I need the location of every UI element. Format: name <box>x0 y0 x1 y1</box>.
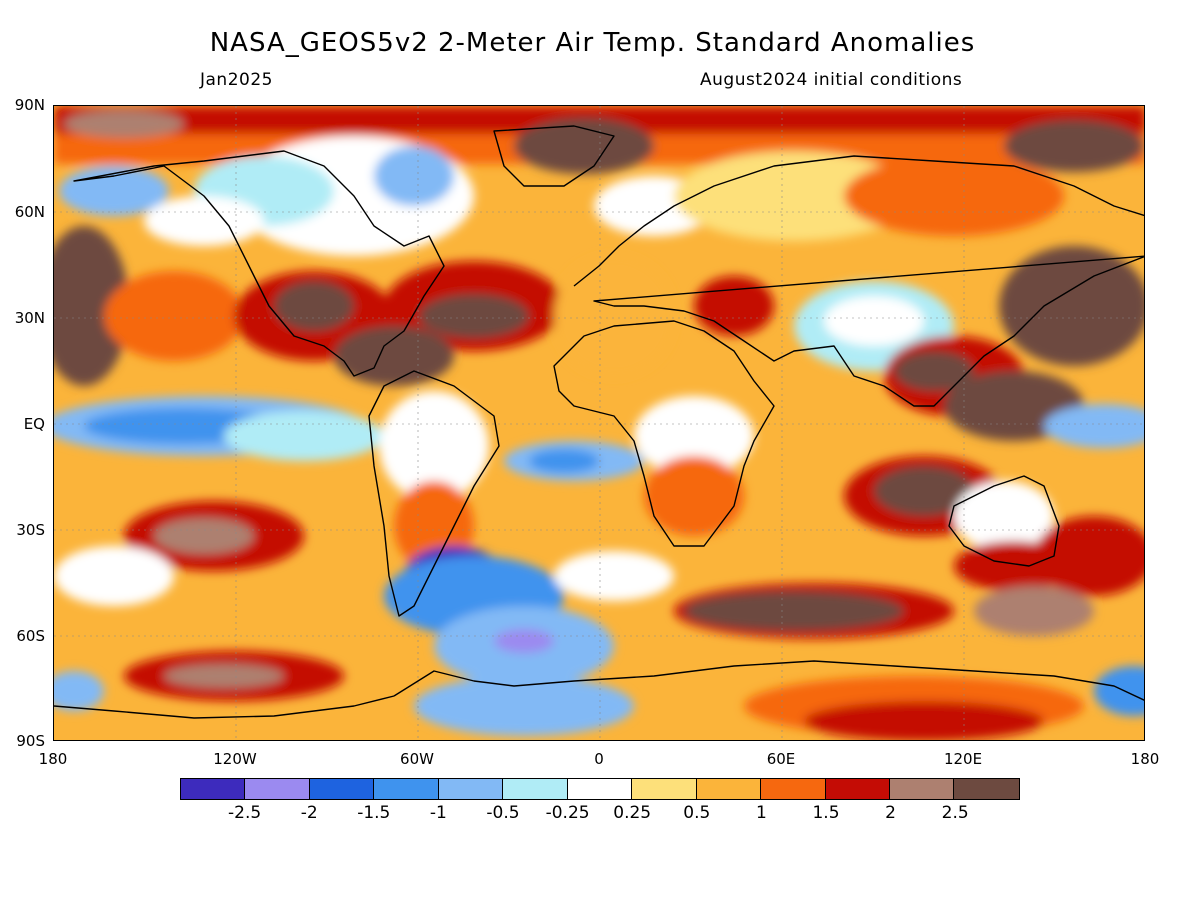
lon-label-180w: 180 <box>38 750 68 768</box>
anomaly-map <box>53 105 1145 741</box>
lon-label-120e: 120E <box>943 750 983 768</box>
colorbar-swatch <box>438 779 504 799</box>
antarctica-coast <box>54 660 1144 719</box>
init-conditions-label: August2024 initial conditions <box>700 70 963 90</box>
lat-label-60s: 60S <box>16 627 45 645</box>
colorbar-swatch <box>954 779 1019 799</box>
colorbar-swatch <box>181 779 246 799</box>
colorbar-swatch <box>825 779 890 799</box>
africa-coast <box>553 320 775 547</box>
colorbar <box>180 778 1020 800</box>
colorbar-tick-label: -0.5 <box>486 803 520 823</box>
lat-label-60n: 60N <box>14 203 45 221</box>
colorbar-tick-label: 1 <box>755 803 767 823</box>
lat-label-90n: 90N <box>14 96 45 114</box>
colorbar-swatch <box>632 779 697 799</box>
colorbar-tick-label: -2.5 <box>228 803 262 823</box>
south-america-coast <box>368 370 500 617</box>
colorbar-swatch <box>503 779 568 799</box>
lon-label-180e: 180 <box>1130 750 1160 768</box>
greenland-coast <box>493 125 615 187</box>
colorbar-swatch <box>309 779 375 799</box>
lon-label-60e: 60E <box>766 750 796 768</box>
lon-label-60w: 60W <box>400 750 434 768</box>
anomaly-field <box>54 106 1144 740</box>
lat-label-eq: EQ <box>23 415 45 433</box>
lon-label-0: 0 <box>594 750 604 768</box>
chart-title: NASA_GEOS5v2 2-Meter Air Temp. Standard … <box>209 28 976 58</box>
anomaly-map-svg <box>54 106 1144 740</box>
colorbar-swatch <box>889 779 955 799</box>
colorbar-swatch <box>696 779 762 799</box>
lat-label-90s: 90S <box>16 732 45 750</box>
colorbar-swatch <box>245 779 310 799</box>
europe-asia-coast <box>573 155 1144 407</box>
colorbar-tick-label: 2.5 <box>941 803 969 823</box>
colorbar-swatch <box>761 779 826 799</box>
colorbar-tick-label: -1.5 <box>357 803 391 823</box>
colorbar-tick-label: 0.5 <box>683 803 711 823</box>
colorbar-swatch <box>374 779 439 799</box>
colorbar-tick-label: 0.25 <box>613 803 652 823</box>
colorbar-tick-label: 2 <box>885 803 896 823</box>
colorbar-tick-label: 1.5 <box>812 803 840 823</box>
colorbar-tick-label: -1 <box>429 803 447 823</box>
coastlines <box>54 125 1144 719</box>
valid-month-label: Jan2025 <box>200 70 273 90</box>
lon-label-120w: 120W <box>213 750 257 768</box>
colorbar-swatch <box>567 779 633 799</box>
colorbar-tick-label: -0.25 <box>545 803 590 823</box>
graticule <box>54 106 1144 740</box>
colorbar-tick-label: -2 <box>300 803 318 823</box>
australia-coast <box>948 475 1060 567</box>
north-america-coast <box>73 150 445 377</box>
lat-label-30s: 30S <box>16 521 45 539</box>
lat-label-30n: 30N <box>14 309 45 327</box>
